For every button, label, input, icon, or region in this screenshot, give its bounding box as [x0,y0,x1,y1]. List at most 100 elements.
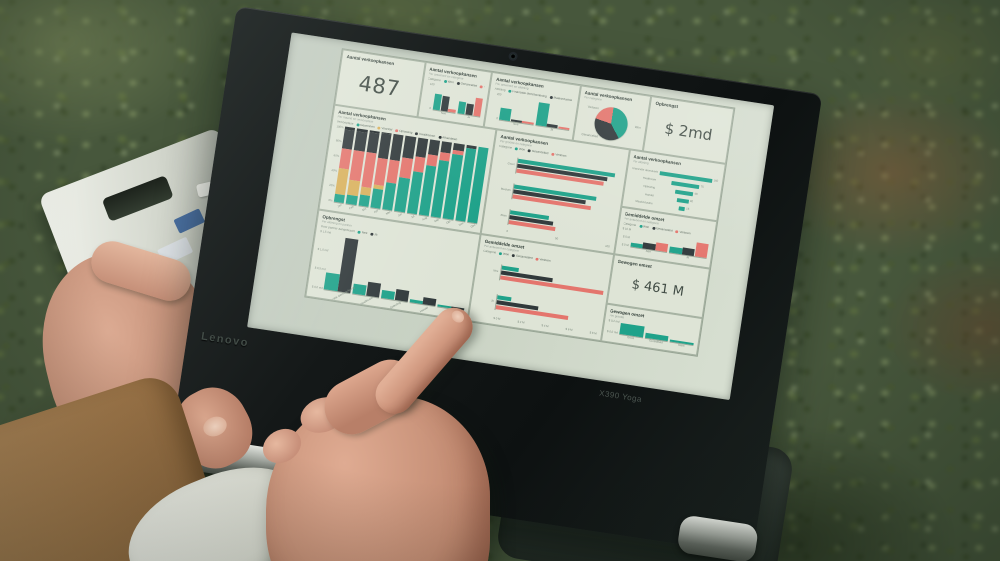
axis-tick-label: $ 1,5 md [320,228,332,235]
legend-dot [514,147,519,151]
axis-tick-label: 20% [328,182,336,188]
chart-bar [427,138,441,156]
funnel-bar [678,206,685,212]
axis-tick-label: 100 [429,81,435,86]
pie-slice-label: Verloren [587,104,600,110]
category-cell: Nee [431,83,460,120]
legend-dot [357,230,362,234]
funnel-category-label: Financiële dienstverlening [631,166,658,174]
legend-dot [356,123,360,127]
tile-hbar-grootte[interactable]: Aantal verkoopkansen Per grootte en cate… [480,129,630,255]
pie-chart [592,105,630,143]
legend-dot [438,135,442,139]
legend-dot [377,126,381,130]
chart-bar [380,289,396,300]
bars [432,83,460,114]
legend-dot [551,152,555,156]
chart-bar [353,130,368,153]
chart-bar [370,188,384,209]
axis-tick-label: 50 [554,236,559,241]
axis-tick-label: $ 0,5 md [314,265,326,272]
category-cell: Groot [618,320,645,345]
chart-bar [352,283,367,296]
lenovo-logo: Lenovo [200,330,250,350]
x-axis-label: Sep [433,217,440,224]
chart-bar [366,132,380,154]
chart-bar [347,179,360,196]
category-cell: Klein [669,328,696,352]
bars [511,183,617,215]
tile-hbar-gemiddelde-omzet[interactable]: Gemiddelde omzet Per antwoord en categor… [467,234,614,342]
axis-tick-label: 200 [496,91,502,97]
legend-dot [443,79,447,84]
y-category-label: Groot [507,161,515,167]
webcam-dot [510,53,516,60]
legend-dot [498,251,503,256]
base-vent-slot [101,175,174,222]
x-axis-label: Jul [409,214,415,220]
x-axis-label: Mei [385,210,391,216]
axis-tick-label: 40% [331,168,338,173]
legend-item: Ja [370,232,378,236]
bars [499,264,605,296]
x-axis-label: Okt [445,219,452,225]
chart-bar [402,135,417,160]
x-axis-label: Nov [457,220,464,227]
axis-tick-label: 0% [328,197,333,203]
category-cell: Gemiddeld [644,324,671,348]
x-axis-label: Apr [372,208,379,214]
funnel-value-label: 16 [685,206,690,212]
bars [457,87,485,118]
category-cell: Ja [668,234,710,265]
chart-plot: Won Gecancelled Verloren [578,100,645,147]
category-cell: Ja [534,98,573,137]
funnel-value-label: 160 [713,178,719,183]
axis-tick-label: 0 [506,228,509,234]
axis-tick-label: 100% [336,123,344,129]
axis-tick-label: $ 5 M [622,234,631,240]
legend-item: Nee [357,230,368,235]
chart-bar [386,159,400,185]
x-axis-label: Mrt [360,206,367,213]
chart-bar [409,298,423,305]
axis-tick-label: $ 4 M [541,323,549,329]
category-cell: Ja [456,87,485,124]
axis-tick-label: 0 [429,105,432,110]
base-sticker-blue [173,208,206,234]
x-axis-label: Feb [348,204,355,211]
y-category-label: Klein [500,213,507,218]
legend-dot [395,128,399,133]
finger-nail [449,308,467,325]
chart-bar [694,241,709,259]
legend-dot [638,224,643,228]
axis-tick-label: 60% [333,153,340,159]
dashboard-panel: Aantal verkoopkansen 487 Aantal verkoopk… [304,48,736,357]
dashboard-col-left: Aantal verkoopkansen Per maand en verkoo… [305,104,497,322]
funnel-value-label: 75 [700,184,704,189]
legend-item: Verloren [479,84,485,89]
funnel-value-label: 30 [689,199,694,204]
legend-dot [527,148,532,153]
x-axis-label: Jan [336,202,343,209]
axis-tick-label: $ 6 M [565,326,573,332]
funnel-category-label: Maakindustrie [635,199,653,206]
x-axis-label: Jun [397,211,404,218]
tile-bar-categorie[interactable]: Aantal verkoopkansen Per antwoord en cat… [416,61,493,128]
touch-screen[interactable]: Aantal verkoopkansen 487 Aantal verkoopk… [247,32,775,401]
axis-tick-label: 80% [335,138,342,144]
chart-bar [399,157,413,179]
legend-dot [651,226,656,230]
funnel-category-label: Opleiding [643,183,656,190]
axis-tick-label: $ 8 M [589,330,597,336]
chart-bar [412,155,426,173]
legend-dot [456,81,460,85]
legend-dot [415,131,419,136]
pie-slice-label: Gecancelled [581,131,599,138]
chart-bar [415,137,429,158]
axis-tick-label: $ 0 M [621,242,630,248]
pie-slice-label: Won [634,125,642,130]
axis-tick-label: $ 0,0 md [606,328,619,335]
x-axis-label: Dec [469,222,477,229]
legend-dot [370,232,374,236]
